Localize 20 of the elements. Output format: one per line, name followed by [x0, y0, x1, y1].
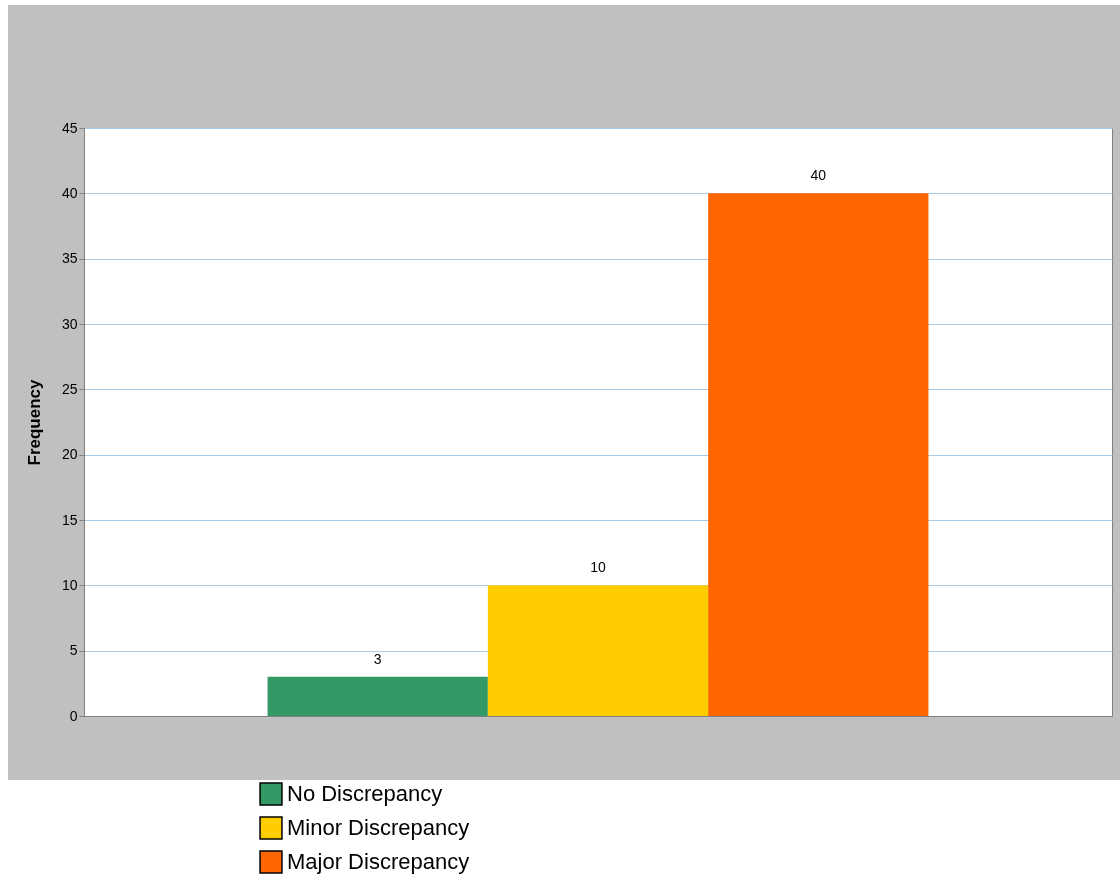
bar	[487, 585, 709, 716]
y-tick-label: 0	[69, 707, 78, 724]
legend-label: Minor Discrepancy	[287, 815, 470, 840]
data-label: 40	[810, 167, 827, 184]
y-tick-label: 35	[61, 250, 78, 267]
y-axis-title: Frequency	[24, 378, 44, 466]
y-tick-label: 10	[61, 576, 78, 593]
y-tick-label: 5	[69, 642, 78, 659]
y-tick-label: 30	[61, 315, 78, 332]
y-tick-label: 45	[61, 119, 78, 136]
legend-label: Major Discrepancy	[287, 849, 470, 874]
bar	[708, 193, 929, 716]
legend-label: No Discrepancy	[287, 781, 443, 806]
y-tick-label: 20	[61, 446, 78, 463]
data-label: 3	[373, 650, 382, 667]
y-tick-label: 40	[61, 184, 78, 201]
y-tick-label: 25	[61, 380, 78, 397]
y-tick-label: 15	[61, 511, 78, 528]
bar	[267, 676, 488, 716]
data-label: 10	[590, 559, 606, 576]
